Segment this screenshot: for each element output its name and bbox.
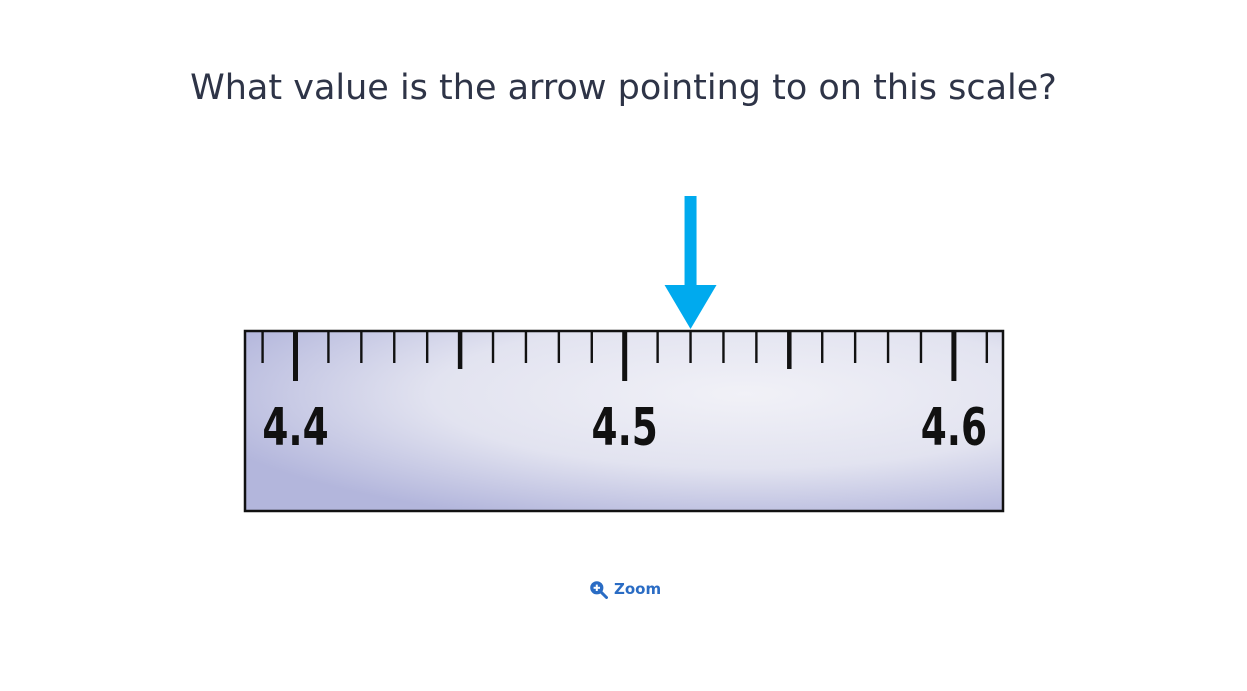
question-title: What value is the arrow pointing to on t… bbox=[190, 68, 1057, 108]
ruler-ticks bbox=[261, 331, 989, 381]
scale-label: 4.5 bbox=[592, 397, 658, 458]
zoom-button[interactable]: Zoom bbox=[585, 574, 665, 604]
arrow-shaft bbox=[684, 196, 697, 288]
zoom-in-icon bbox=[589, 580, 608, 599]
arrow-head bbox=[664, 285, 717, 329]
scale-label: 4.4 bbox=[262, 397, 328, 458]
ruler-labels: 4.4 4.5 4.6 bbox=[262, 397, 987, 458]
scale-label: 4.6 bbox=[921, 397, 987, 458]
zoom-label: Zoom bbox=[614, 580, 662, 598]
pointer-arrow bbox=[664, 196, 717, 329]
